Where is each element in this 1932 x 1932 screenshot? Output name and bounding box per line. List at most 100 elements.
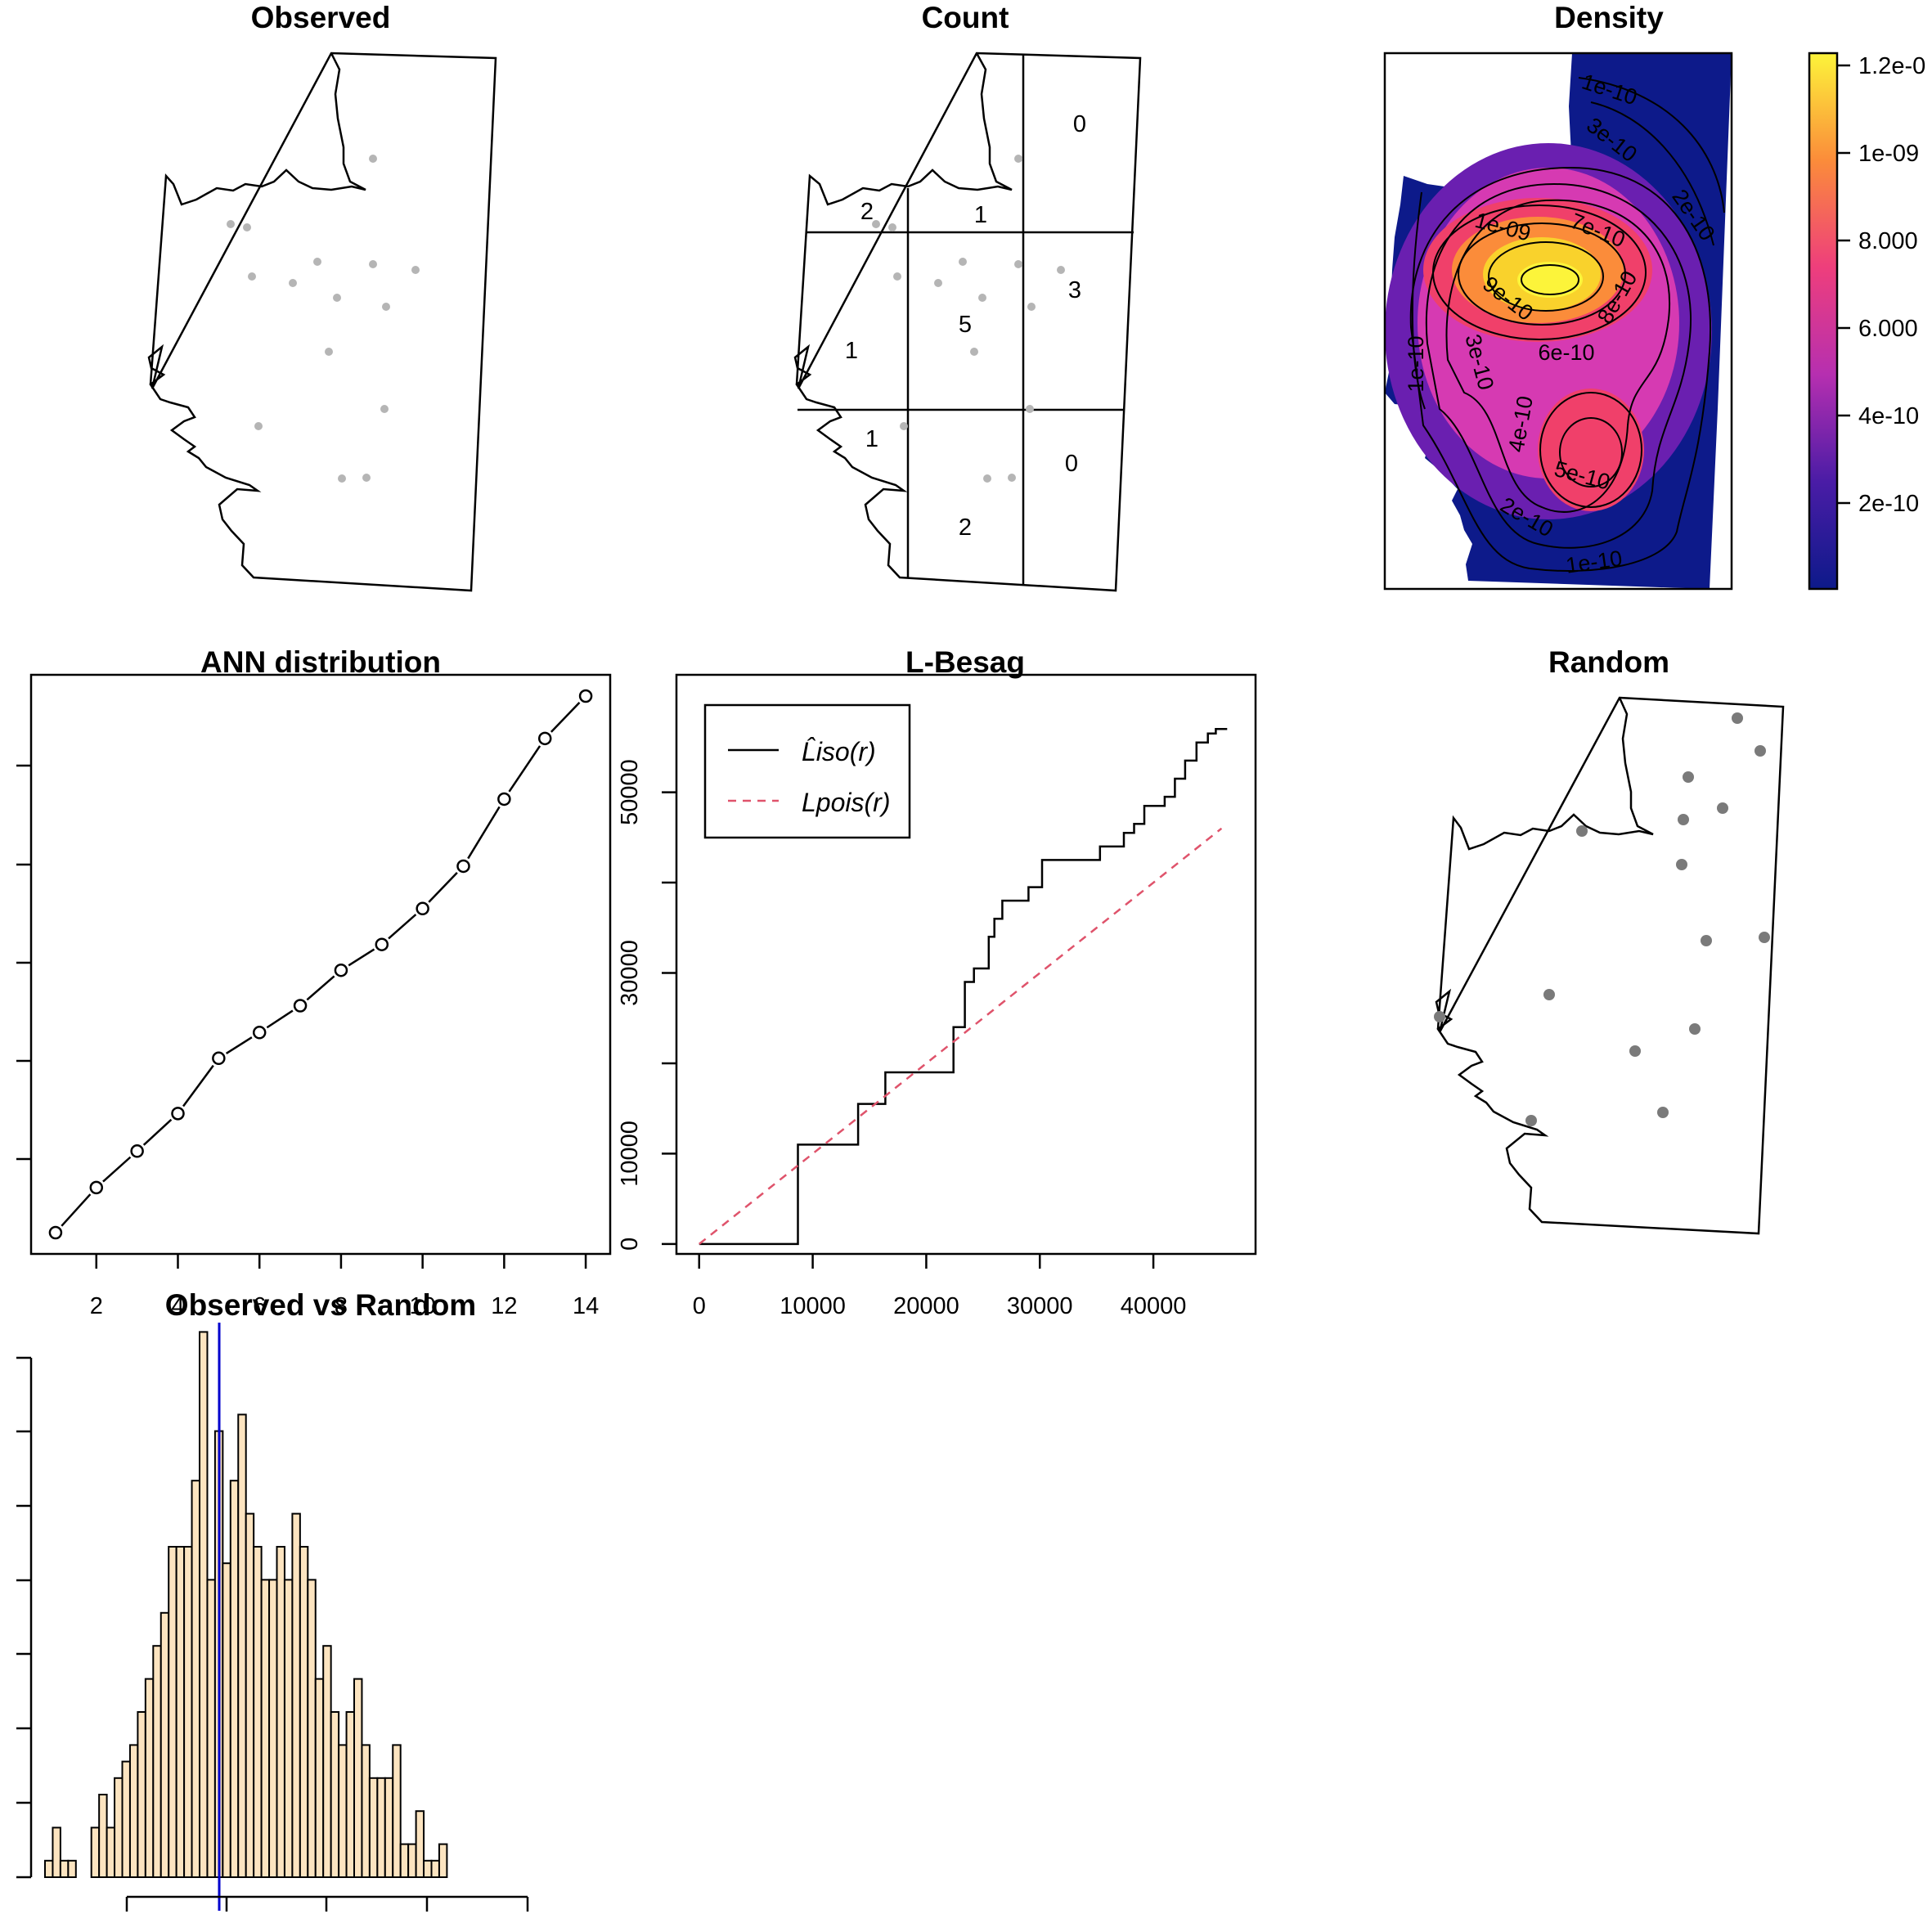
count-point <box>978 294 986 302</box>
ann-segment <box>306 975 335 1001</box>
lbesag-x-tick-label: 30000 <box>1007 1293 1073 1319</box>
hist-bar <box>407 1843 417 1879</box>
ann-point <box>578 689 593 703</box>
lbesag-legend: L̂iso(r) Lpois(r) <box>703 703 911 839</box>
density-colorbar: 1.2e-0 1e-09 8.000 6.000 4e-10 2e-10 <box>1808 52 1925 591</box>
quadrat-count: 2 <box>959 514 972 541</box>
hist-bar <box>338 1744 348 1878</box>
lbesag-y-axis: 0 10000 30000 50000 <box>617 759 676 1251</box>
hist-bar <box>144 1678 155 1879</box>
ann-x-tick-label: 10 <box>410 1293 436 1319</box>
panel-density: Density 1e-10 3e-10 <box>1383 1 1925 591</box>
legend-label-pois: Lpois(r) <box>802 788 890 817</box>
contour-label: 6e-10 <box>1538 340 1594 365</box>
density-raster <box>1385 53 1732 589</box>
colorbar-label: 1.2e-0 <box>1858 53 1925 79</box>
ann-point <box>293 999 308 1013</box>
hist-bar <box>299 1546 309 1878</box>
ann-point <box>48 1225 63 1240</box>
observed-point <box>338 474 346 483</box>
quadrat-count: 1 <box>974 202 987 228</box>
hist-bar <box>276 1546 285 1878</box>
hist-bar <box>90 1826 101 1878</box>
random-point <box>1629 1045 1641 1057</box>
ann-point <box>171 1107 185 1121</box>
lbesag-y-tick-label: 50000 <box>617 759 643 825</box>
random-point <box>1543 989 1555 1000</box>
random-point <box>1755 745 1766 757</box>
count-point <box>983 474 991 483</box>
panel-observed-vs-random: Observed vs Random <box>16 1288 529 1912</box>
density-level <box>1538 389 1644 511</box>
hist-bar <box>183 1546 193 1878</box>
count-study-window <box>793 52 1142 592</box>
hist-bar <box>168 1546 177 1878</box>
panel-ann-distribution: ANN distribution 2 4 6 8 10 12 14 <box>16 645 612 1319</box>
lbesag-x-axis: 0 10000 20000 30000 40000 <box>693 1254 1187 1319</box>
lbesag-plot-frame <box>675 673 1257 1256</box>
observed-point <box>411 266 420 274</box>
count-point <box>959 258 967 266</box>
observed-points <box>227 155 420 483</box>
hist-bar <box>98 1794 108 1878</box>
hist-bar <box>430 1859 440 1879</box>
count-title: Count <box>922 1 1009 34</box>
ann-x-tick-label: 6 <box>253 1293 266 1319</box>
hist-bar <box>253 1546 263 1878</box>
observed-point <box>227 220 235 228</box>
ann-segment <box>467 806 501 860</box>
hist-bar <box>376 1777 386 1879</box>
random-study-window <box>1435 696 1785 1235</box>
hist-bar <box>353 1678 363 1879</box>
ann-x-axis: 2 4 6 8 10 12 14 <box>90 1254 599 1319</box>
colorbar-label: 6.000 <box>1858 316 1918 342</box>
quadrat-count: 0 <box>1073 111 1086 137</box>
ann-point <box>375 937 389 951</box>
random-point <box>1689 1023 1701 1035</box>
count-point <box>1027 303 1036 311</box>
count-points <box>872 155 1065 483</box>
random-point <box>1717 802 1728 814</box>
hist-bars <box>44 1331 448 1879</box>
ann-point <box>212 1051 226 1066</box>
lbesag-x-tick-label: 40000 <box>1121 1293 1187 1319</box>
density-title: Density <box>1554 1 1664 34</box>
lbesag-y-tick-label: 10000 <box>617 1121 643 1187</box>
random-point <box>1759 932 1770 943</box>
observed-point <box>382 303 390 311</box>
hist-bar <box>199 1331 209 1878</box>
density-contours <box>1409 77 1725 572</box>
contour-label: 1e-10 <box>1404 335 1428 392</box>
hist-bar <box>191 1480 201 1878</box>
hist-bar <box>52 1826 61 1878</box>
hist-bar <box>222 1562 231 1878</box>
hist-bar <box>106 1826 116 1878</box>
observed-point <box>369 260 377 268</box>
hist-bar <box>392 1744 402 1878</box>
colorbar-label: 4e-10 <box>1858 403 1919 429</box>
quadrat-count: 5 <box>959 312 972 338</box>
count-point <box>970 348 978 356</box>
hist-bar <box>291 1512 301 1878</box>
ann-point <box>89 1180 104 1195</box>
random-title: Random <box>1548 645 1669 679</box>
hist-x-axis <box>125 1895 529 1912</box>
count-point <box>1057 266 1065 274</box>
hist-bar <box>268 1579 278 1879</box>
observed-point <box>369 155 377 163</box>
ann-segment <box>61 1193 92 1227</box>
random-point <box>1525 1115 1537 1126</box>
hist-bar <box>114 1777 124 1879</box>
hist-bar <box>137 1711 146 1878</box>
hist-title: Observed vs Random <box>165 1288 476 1322</box>
observed-point <box>362 474 371 482</box>
ann-segment <box>182 1064 214 1108</box>
ann-point <box>456 859 470 874</box>
ann-x-tick-label: 4 <box>171 1293 184 1319</box>
hist-bar <box>322 1645 332 1878</box>
lbesag-series <box>699 728 1228 1246</box>
random-point <box>1701 935 1712 946</box>
quadrat-count: 0 <box>1065 451 1078 477</box>
lbesag-x-tick-label: 20000 <box>893 1293 959 1319</box>
ann-x-tick-label: 14 <box>573 1293 599 1319</box>
